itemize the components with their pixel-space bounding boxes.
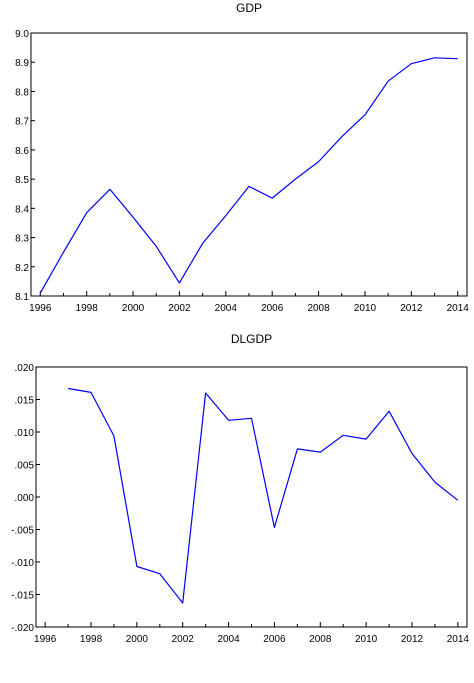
- dlgdp-series-line: [67, 387, 459, 604]
- dlgdp-x-tick-label: 2006: [263, 634, 286, 645]
- gdp-title: GDP: [236, 1, 262, 15]
- dlgdp-data-point: [343, 435, 344, 436]
- gdp-y-tick-label: 8.7: [15, 117, 29, 128]
- dlgdp-title: DLGDP: [231, 332, 272, 346]
- gdp-x-tick-label: 2000: [122, 303, 145, 314]
- gdp-data-point: [63, 252, 64, 253]
- gdp-y-tick-label: 8.4: [15, 204, 29, 215]
- dlgdp-y-tick-label: .000: [15, 493, 35, 504]
- gdp-x-tick-label: 1996: [29, 303, 52, 314]
- gdp-series-line: [39, 57, 458, 294]
- gdp-x-tick-label: 2008: [307, 303, 330, 314]
- gdp-data-point: [202, 243, 203, 244]
- dlgdp-plot-frame: [35, 366, 468, 628]
- dlgdp-y-tick-label: -.015: [11, 591, 34, 602]
- gdp-data-point: [295, 179, 296, 180]
- dlgdp-data-point: [411, 453, 412, 454]
- dlgdp-x-tick-label: 2010: [355, 634, 378, 645]
- dlgdp-x-tick-label: 2004: [217, 634, 240, 645]
- dlgdp-y-tick-label: -.005: [11, 526, 34, 537]
- dlgdp-data-point: [67, 388, 68, 389]
- dlgdp-y-tick-label: .015: [15, 396, 35, 407]
- dlgdp-x-tick-label: 2002: [172, 634, 195, 645]
- dlgdp-y-tick-label: .005: [15, 461, 35, 472]
- dlgdp-data-point: [274, 527, 275, 528]
- dlgdp-data-point: [90, 392, 91, 393]
- dlgdp-y-tick-label: -.020: [11, 623, 34, 634]
- gdp-x-tick-label: 2012: [400, 303, 423, 314]
- dlgdp-x-tick-label: 1996: [34, 634, 57, 645]
- dlgdp-x-tick-label: 2014: [447, 634, 470, 645]
- dlgdp-data-point: [457, 500, 458, 501]
- gdp-plot-frame: [30, 32, 468, 297]
- gdp-data-point: [341, 136, 342, 137]
- gdp-y-tick-label: 8.9: [15, 58, 29, 69]
- dlgdp-data-point: [434, 481, 435, 482]
- gdp-data-point: [248, 186, 249, 187]
- dlgdp-data-point: [182, 602, 183, 603]
- gdp-data-point: [86, 212, 87, 213]
- dlgdp-data-point: [113, 435, 114, 436]
- dlgdp-data-point: [388, 411, 389, 412]
- gdp-data-point: [364, 114, 365, 115]
- dlgdp-y-tick-label: .010: [15, 428, 35, 439]
- gdp-data-point: [179, 282, 180, 283]
- dlgdp-data-point: [251, 418, 252, 419]
- gdp-data-point: [132, 217, 133, 218]
- gdp-data-point: [40, 292, 41, 293]
- dlgdp-data-point: [320, 452, 321, 453]
- gdp-y-tick-label: 8.1: [15, 292, 29, 303]
- gdp-x-tick-label: 2004: [215, 303, 238, 314]
- gdp-y-tick-label: 8.8: [15, 87, 29, 98]
- dlgdp-x-tick-label: 1998: [80, 634, 103, 645]
- gdp-data-point: [388, 81, 389, 82]
- dlgdp-data-point: [205, 392, 206, 393]
- dlgdp-x-tick-label: 2012: [401, 634, 424, 645]
- dlgdp-x-tick-label: 2008: [309, 634, 332, 645]
- gdp-data-point: [434, 57, 435, 58]
- gdp-data-point: [225, 215, 226, 216]
- gdp-x-tick-label: 2014: [447, 303, 470, 314]
- dlgdp-x-tick-label: 2000: [126, 634, 149, 645]
- gdp-x-tick-label: 2006: [261, 303, 284, 314]
- dlgdp-y-tick-label: -.010: [11, 558, 34, 569]
- gdp-y-tick-label: 8.5: [15, 175, 29, 186]
- gdp-x-tick-label: 2010: [354, 303, 377, 314]
- gdp-y-tick-label: 8.2: [15, 263, 29, 274]
- dlgdp-chart: DLGDP -.020 -.015 -.010 -.005 .000 .005 .010 .01…: [11, 332, 469, 645]
- gdp-y-tick-label: 8.3: [15, 234, 29, 245]
- dlgdp-data-point: [366, 439, 367, 440]
- gdp-data-point: [411, 63, 412, 64]
- gdp-data-point: [318, 161, 319, 162]
- gdp-y-tick-label: 8.6: [15, 146, 29, 157]
- dlgdp-y-tick-label: .020: [15, 363, 35, 374]
- gdp-data-point: [156, 246, 157, 247]
- gdp-x-tick-label: 2002: [168, 303, 191, 314]
- dlgdp-data-point: [159, 573, 160, 574]
- gdp-chart: GDP 8.1 8.2 8.3 8.4 8.5 8.6 8.7 8.8 8.9 9.0 1996 199…: [15, 1, 469, 314]
- gdp-x-tick-label: 1998: [76, 303, 99, 314]
- gdp-data-point: [272, 198, 273, 199]
- dlgdp-data-point: [136, 566, 137, 567]
- gdp-data-point: [109, 189, 110, 190]
- gdp-data-point: [457, 58, 458, 59]
- dlgdp-data-point: [228, 420, 229, 421]
- gdp-y-tick-label: 9.0: [15, 29, 29, 40]
- dlgdp-data-point: [297, 448, 298, 449]
